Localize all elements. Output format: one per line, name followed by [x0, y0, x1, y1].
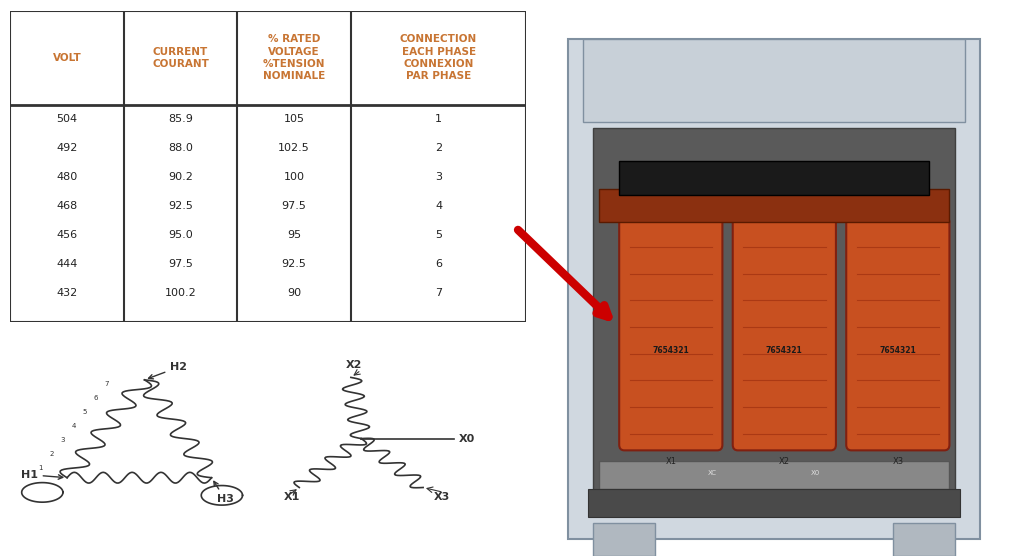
- Text: 7: 7: [104, 381, 108, 387]
- Text: 100.2: 100.2: [165, 289, 196, 299]
- Bar: [619, 161, 929, 195]
- Text: 7: 7: [436, 289, 442, 299]
- Text: CURRENT
COURANT: CURRENT COURANT: [152, 47, 209, 69]
- Bar: [583, 39, 965, 122]
- Text: 3: 3: [436, 172, 442, 182]
- FancyBboxPatch shape: [846, 217, 949, 450]
- Text: 7654321: 7654321: [652, 346, 689, 355]
- FancyBboxPatch shape: [619, 217, 722, 450]
- Text: H3: H3: [214, 481, 233, 504]
- Text: 480: 480: [57, 172, 77, 182]
- Text: VOLT: VOLT: [53, 53, 82, 63]
- Text: 3: 3: [60, 437, 65, 443]
- Text: X1: X1: [666, 457, 676, 466]
- Text: 456: 456: [57, 230, 77, 240]
- Bar: [893, 523, 955, 556]
- Text: 90: 90: [287, 289, 301, 299]
- Text: 468: 468: [57, 201, 77, 211]
- Text: X0: X0: [811, 470, 819, 476]
- Text: % RATED
VOLTAGE
%TENSION
NOMINALE: % RATED VOLTAGE %TENSION NOMINALE: [263, 34, 325, 81]
- Text: 2: 2: [50, 451, 54, 456]
- Text: X2: X2: [779, 457, 789, 466]
- Text: 97.5: 97.5: [168, 259, 193, 269]
- Bar: [599, 189, 949, 222]
- Text: 5: 5: [83, 409, 87, 415]
- Text: 100: 100: [284, 172, 304, 182]
- Text: 92.5: 92.5: [282, 259, 307, 269]
- Text: 92.5: 92.5: [168, 201, 193, 211]
- Text: H1: H1: [21, 470, 63, 480]
- Text: X2: X2: [346, 360, 362, 370]
- Text: 1: 1: [436, 114, 442, 124]
- Text: XC: XC: [708, 470, 716, 476]
- Text: 90.2: 90.2: [168, 172, 193, 182]
- Text: X3: X3: [433, 492, 450, 502]
- Text: 7654321: 7654321: [766, 346, 803, 355]
- Bar: [588, 489, 960, 517]
- Text: 6: 6: [436, 259, 442, 269]
- Text: 1: 1: [38, 465, 42, 471]
- Text: 97.5: 97.5: [282, 201, 307, 211]
- FancyBboxPatch shape: [733, 217, 836, 450]
- Text: X3: X3: [893, 457, 903, 466]
- Text: 492: 492: [57, 143, 77, 153]
- Text: X0: X0: [459, 434, 476, 444]
- Text: 4: 4: [436, 201, 442, 211]
- Text: 4: 4: [71, 423, 75, 429]
- Bar: [599, 461, 949, 489]
- Text: 7654321: 7654321: [879, 346, 916, 355]
- Text: 88.0: 88.0: [168, 143, 193, 153]
- Bar: [593, 128, 955, 495]
- Text: 504: 504: [57, 114, 77, 124]
- Bar: [568, 39, 980, 539]
- Text: 95.0: 95.0: [168, 230, 193, 240]
- Text: 2: 2: [436, 143, 442, 153]
- Bar: [593, 523, 655, 556]
- Text: 102.5: 102.5: [279, 143, 310, 153]
- Text: H2: H2: [149, 362, 187, 379]
- Text: 6: 6: [93, 395, 98, 401]
- Text: 432: 432: [57, 289, 77, 299]
- Text: 105: 105: [284, 114, 304, 124]
- Text: 95: 95: [287, 230, 301, 240]
- Text: CONNECTION
EACH PHASE
CONNEXION
PAR PHASE: CONNECTION EACH PHASE CONNEXION PAR PHAS…: [400, 34, 477, 81]
- Text: X1: X1: [284, 492, 300, 502]
- Text: 5: 5: [436, 230, 442, 240]
- Text: 444: 444: [57, 259, 77, 269]
- Text: 85.9: 85.9: [168, 114, 193, 124]
